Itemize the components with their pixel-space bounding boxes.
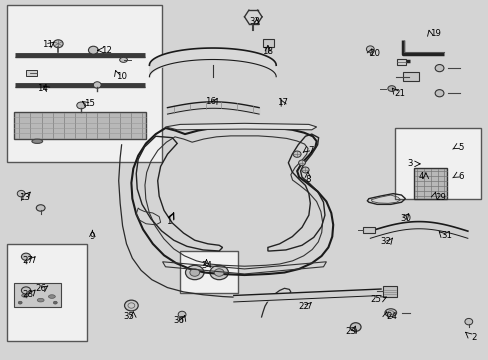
Text: 3: 3 [407, 159, 412, 168]
Ellipse shape [48, 295, 55, 298]
Ellipse shape [178, 311, 185, 318]
Text: 33: 33 [249, 17, 260, 26]
FancyBboxPatch shape [14, 283, 61, 307]
Text: 24: 24 [386, 312, 396, 321]
Text: 27: 27 [22, 256, 33, 265]
Text: 25: 25 [370, 294, 381, 303]
Text: 23: 23 [345, 327, 356, 336]
Text: 34: 34 [201, 261, 211, 270]
Ellipse shape [32, 139, 42, 143]
Text: 10: 10 [116, 72, 127, 81]
Text: 5: 5 [458, 143, 463, 152]
Ellipse shape [120, 57, 127, 62]
FancyBboxPatch shape [6, 5, 161, 162]
Ellipse shape [209, 265, 228, 280]
FancyBboxPatch shape [362, 226, 374, 233]
Ellipse shape [21, 294, 28, 297]
FancyBboxPatch shape [180, 251, 237, 293]
Text: 9: 9 [89, 232, 95, 241]
Ellipse shape [366, 46, 373, 52]
Ellipse shape [384, 309, 396, 317]
Ellipse shape [18, 301, 22, 304]
Text: 12: 12 [102, 46, 112, 55]
Ellipse shape [464, 319, 472, 325]
FancyBboxPatch shape [263, 40, 273, 47]
Ellipse shape [88, 46, 98, 54]
Text: 17: 17 [276, 98, 287, 107]
Ellipse shape [185, 265, 203, 280]
Text: 8: 8 [305, 175, 310, 184]
FancyBboxPatch shape [413, 168, 447, 199]
Ellipse shape [53, 40, 63, 48]
Text: 6: 6 [458, 172, 463, 181]
Ellipse shape [21, 253, 31, 260]
Text: 36: 36 [173, 316, 184, 325]
Ellipse shape [293, 151, 301, 157]
Ellipse shape [349, 323, 360, 331]
Text: 30: 30 [400, 214, 411, 223]
FancyBboxPatch shape [402, 72, 418, 81]
Ellipse shape [37, 298, 44, 302]
Ellipse shape [53, 301, 57, 304]
Ellipse shape [93, 82, 101, 88]
Text: 22: 22 [298, 302, 309, 311]
FancyBboxPatch shape [394, 128, 481, 199]
Ellipse shape [301, 167, 308, 173]
Text: 26: 26 [35, 284, 46, 293]
FancyBboxPatch shape [26, 70, 37, 76]
Text: 19: 19 [429, 29, 440, 38]
FancyBboxPatch shape [14, 112, 146, 139]
Ellipse shape [77, 102, 85, 109]
Ellipse shape [17, 190, 25, 197]
FancyBboxPatch shape [6, 244, 87, 341]
Ellipse shape [214, 269, 224, 276]
Text: 7: 7 [308, 146, 313, 155]
Text: 18: 18 [262, 47, 273, 56]
Text: 35: 35 [122, 312, 134, 321]
Text: 13: 13 [19, 193, 30, 202]
Text: 16: 16 [204, 97, 215, 106]
Text: 32: 32 [380, 237, 390, 246]
FancyBboxPatch shape [383, 286, 396, 297]
Text: 21: 21 [393, 89, 404, 98]
Text: 4: 4 [417, 172, 423, 181]
Text: 31: 31 [441, 231, 451, 240]
Ellipse shape [387, 86, 395, 91]
Ellipse shape [189, 269, 199, 276]
Ellipse shape [21, 287, 31, 294]
Text: 14: 14 [37, 84, 47, 93]
Ellipse shape [434, 64, 443, 72]
Text: 2: 2 [470, 333, 475, 342]
Ellipse shape [124, 300, 138, 311]
Ellipse shape [298, 160, 305, 166]
Text: 15: 15 [84, 99, 95, 108]
Text: 29: 29 [434, 193, 445, 202]
FancyBboxPatch shape [396, 59, 406, 65]
Text: 1: 1 [166, 217, 171, 226]
Text: 11: 11 [41, 40, 52, 49]
Ellipse shape [36, 205, 45, 211]
Text: 20: 20 [369, 49, 380, 58]
Polygon shape [165, 123, 316, 130]
Ellipse shape [434, 90, 443, 97]
Text: 28: 28 [22, 289, 33, 298]
